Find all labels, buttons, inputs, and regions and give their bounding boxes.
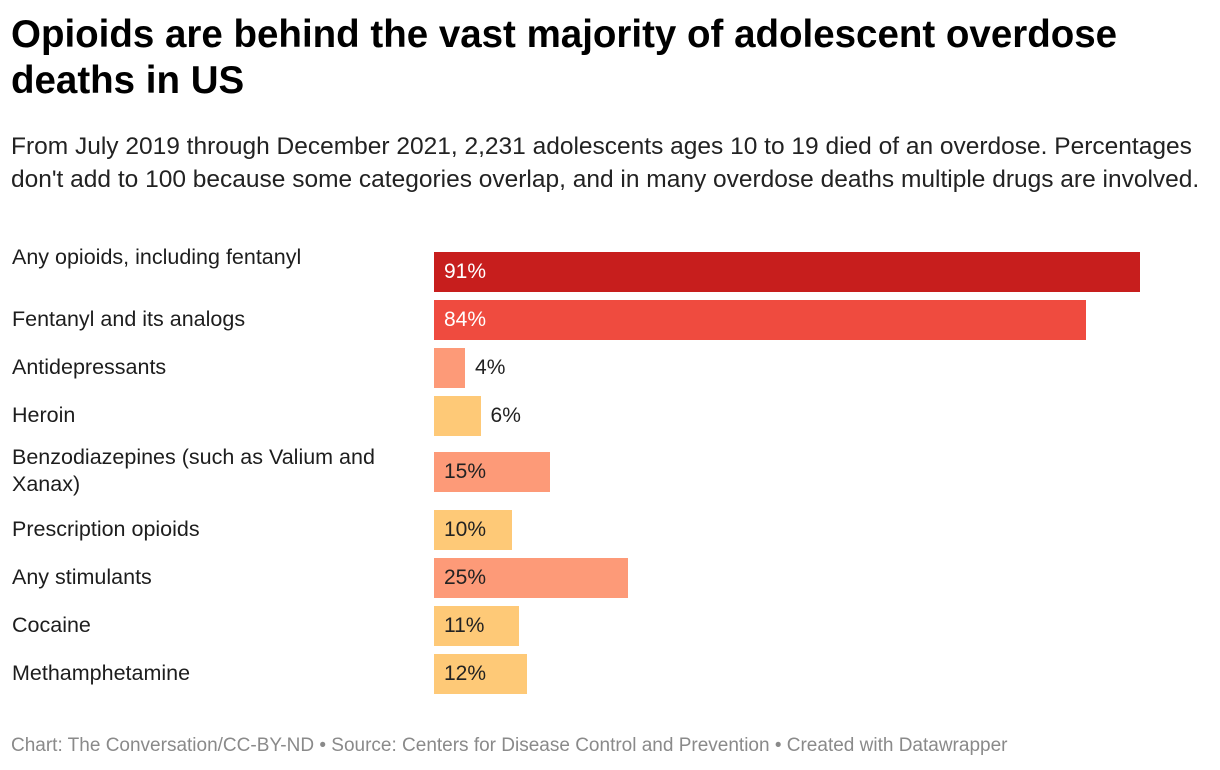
bar (434, 654, 528, 694)
value-label: 84% (444, 308, 487, 331)
category-label: Any stimulants (12, 565, 152, 589)
value-label: 6% (490, 404, 521, 427)
category-label: Any opioids, including fentanyl (12, 245, 302, 269)
chart-footer: Chart: The Conversation/CC-BY-ND • Sourc… (11, 735, 1008, 756)
value-label: 11% (444, 614, 485, 637)
bar (434, 252, 1140, 292)
chart-title: Opioids are behind the vast majority of … (11, 13, 1118, 102)
category-label: Benzodiazepines (such as Valium and Xana… (12, 445, 375, 496)
bar (434, 606, 520, 646)
category-label: Prescription opioids (12, 517, 200, 541)
bar (434, 396, 481, 436)
chart-subtitle: From July 2019 through December 2021, 2,… (11, 133, 1200, 193)
bar (434, 452, 551, 492)
category-label: Antidepressants (12, 355, 167, 379)
value-label: 15% (444, 460, 487, 483)
bar (434, 558, 628, 598)
value-label: 91% (444, 260, 487, 283)
bar (434, 510, 512, 550)
value-label: 4% (475, 356, 506, 379)
value-label: 25% (444, 566, 487, 589)
category-label: Methamphetamine (12, 661, 191, 685)
value-label: 10% (444, 518, 487, 541)
value-label: 12% (444, 662, 487, 685)
category-label: Fentanyl and its analogs (12, 307, 246, 331)
bar (434, 348, 466, 388)
bar (434, 300, 1086, 340)
category-label: Cocaine (12, 613, 91, 637)
category-label: Heroin (12, 403, 76, 427)
